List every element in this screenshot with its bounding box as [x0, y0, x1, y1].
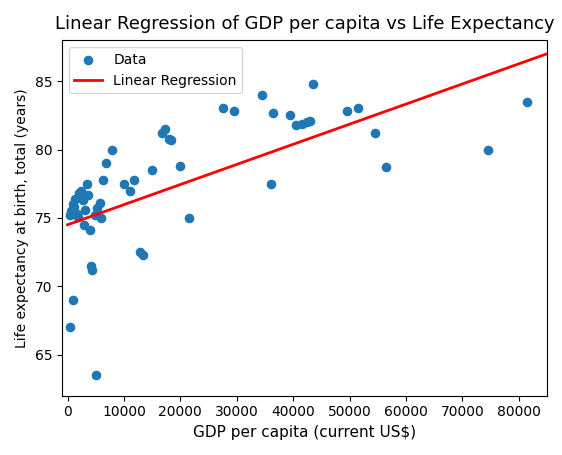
- Data: [297, 120, 306, 127]
- Data: [84, 191, 93, 198]
- Data: [72, 210, 81, 217]
- Data: [69, 203, 78, 211]
- Data: [74, 213, 83, 220]
- Data: [76, 187, 85, 194]
- Data: [342, 107, 351, 115]
- Data: [292, 121, 301, 129]
- Data: [86, 262, 95, 269]
- Data: [67, 207, 76, 215]
- Legend: Data, Linear Regression: Data, Linear Regression: [69, 47, 242, 93]
- Data: [483, 146, 492, 153]
- Data: [107, 146, 116, 153]
- Data: [80, 206, 89, 213]
- Data: [79, 221, 88, 228]
- Data: [120, 180, 129, 187]
- Data: [148, 167, 157, 174]
- Data: [88, 266, 97, 273]
- Data: [257, 91, 266, 98]
- Data: [229, 107, 238, 115]
- Data: [161, 126, 170, 133]
- Data: [130, 176, 139, 183]
- Data: [102, 160, 111, 167]
- Data: [65, 324, 74, 331]
- Data: [176, 162, 185, 170]
- Data: [125, 187, 134, 194]
- Data: [71, 195, 80, 202]
- Data: [82, 180, 91, 187]
- Data: [370, 130, 379, 137]
- Data: [158, 130, 167, 137]
- Data: [269, 109, 278, 116]
- Data: [90, 212, 99, 219]
- Data: [96, 214, 105, 222]
- Data: [309, 80, 318, 87]
- Data: [218, 105, 227, 112]
- Data: [306, 117, 315, 125]
- Data: [93, 205, 102, 212]
- Data: [68, 201, 77, 208]
- Data: [68, 296, 77, 303]
- Data: [78, 197, 87, 204]
- Data: [523, 98, 532, 105]
- Data: [353, 105, 362, 112]
- Data: [167, 136, 176, 144]
- Data: [184, 214, 193, 222]
- Data: [138, 251, 147, 258]
- Y-axis label: Life expectancy at birth, total (years): Life expectancy at birth, total (years): [15, 88, 29, 348]
- X-axis label: GDP per capita (current US$): GDP per capita (current US$): [193, 425, 416, 440]
- Data: [91, 372, 100, 379]
- Title: Linear Regression of GDP per capita vs Life Expectancy: Linear Regression of GDP per capita vs L…: [55, 15, 554, 33]
- Data: [95, 199, 104, 207]
- Data: [75, 190, 84, 197]
- Data: [85, 227, 94, 234]
- Data: [164, 135, 173, 142]
- Data: [98, 176, 107, 183]
- Data: [65, 212, 74, 219]
- Data: [382, 164, 391, 171]
- Data: [266, 180, 275, 187]
- Data: [303, 119, 312, 126]
- Data: [286, 111, 295, 119]
- Data: [135, 248, 144, 256]
